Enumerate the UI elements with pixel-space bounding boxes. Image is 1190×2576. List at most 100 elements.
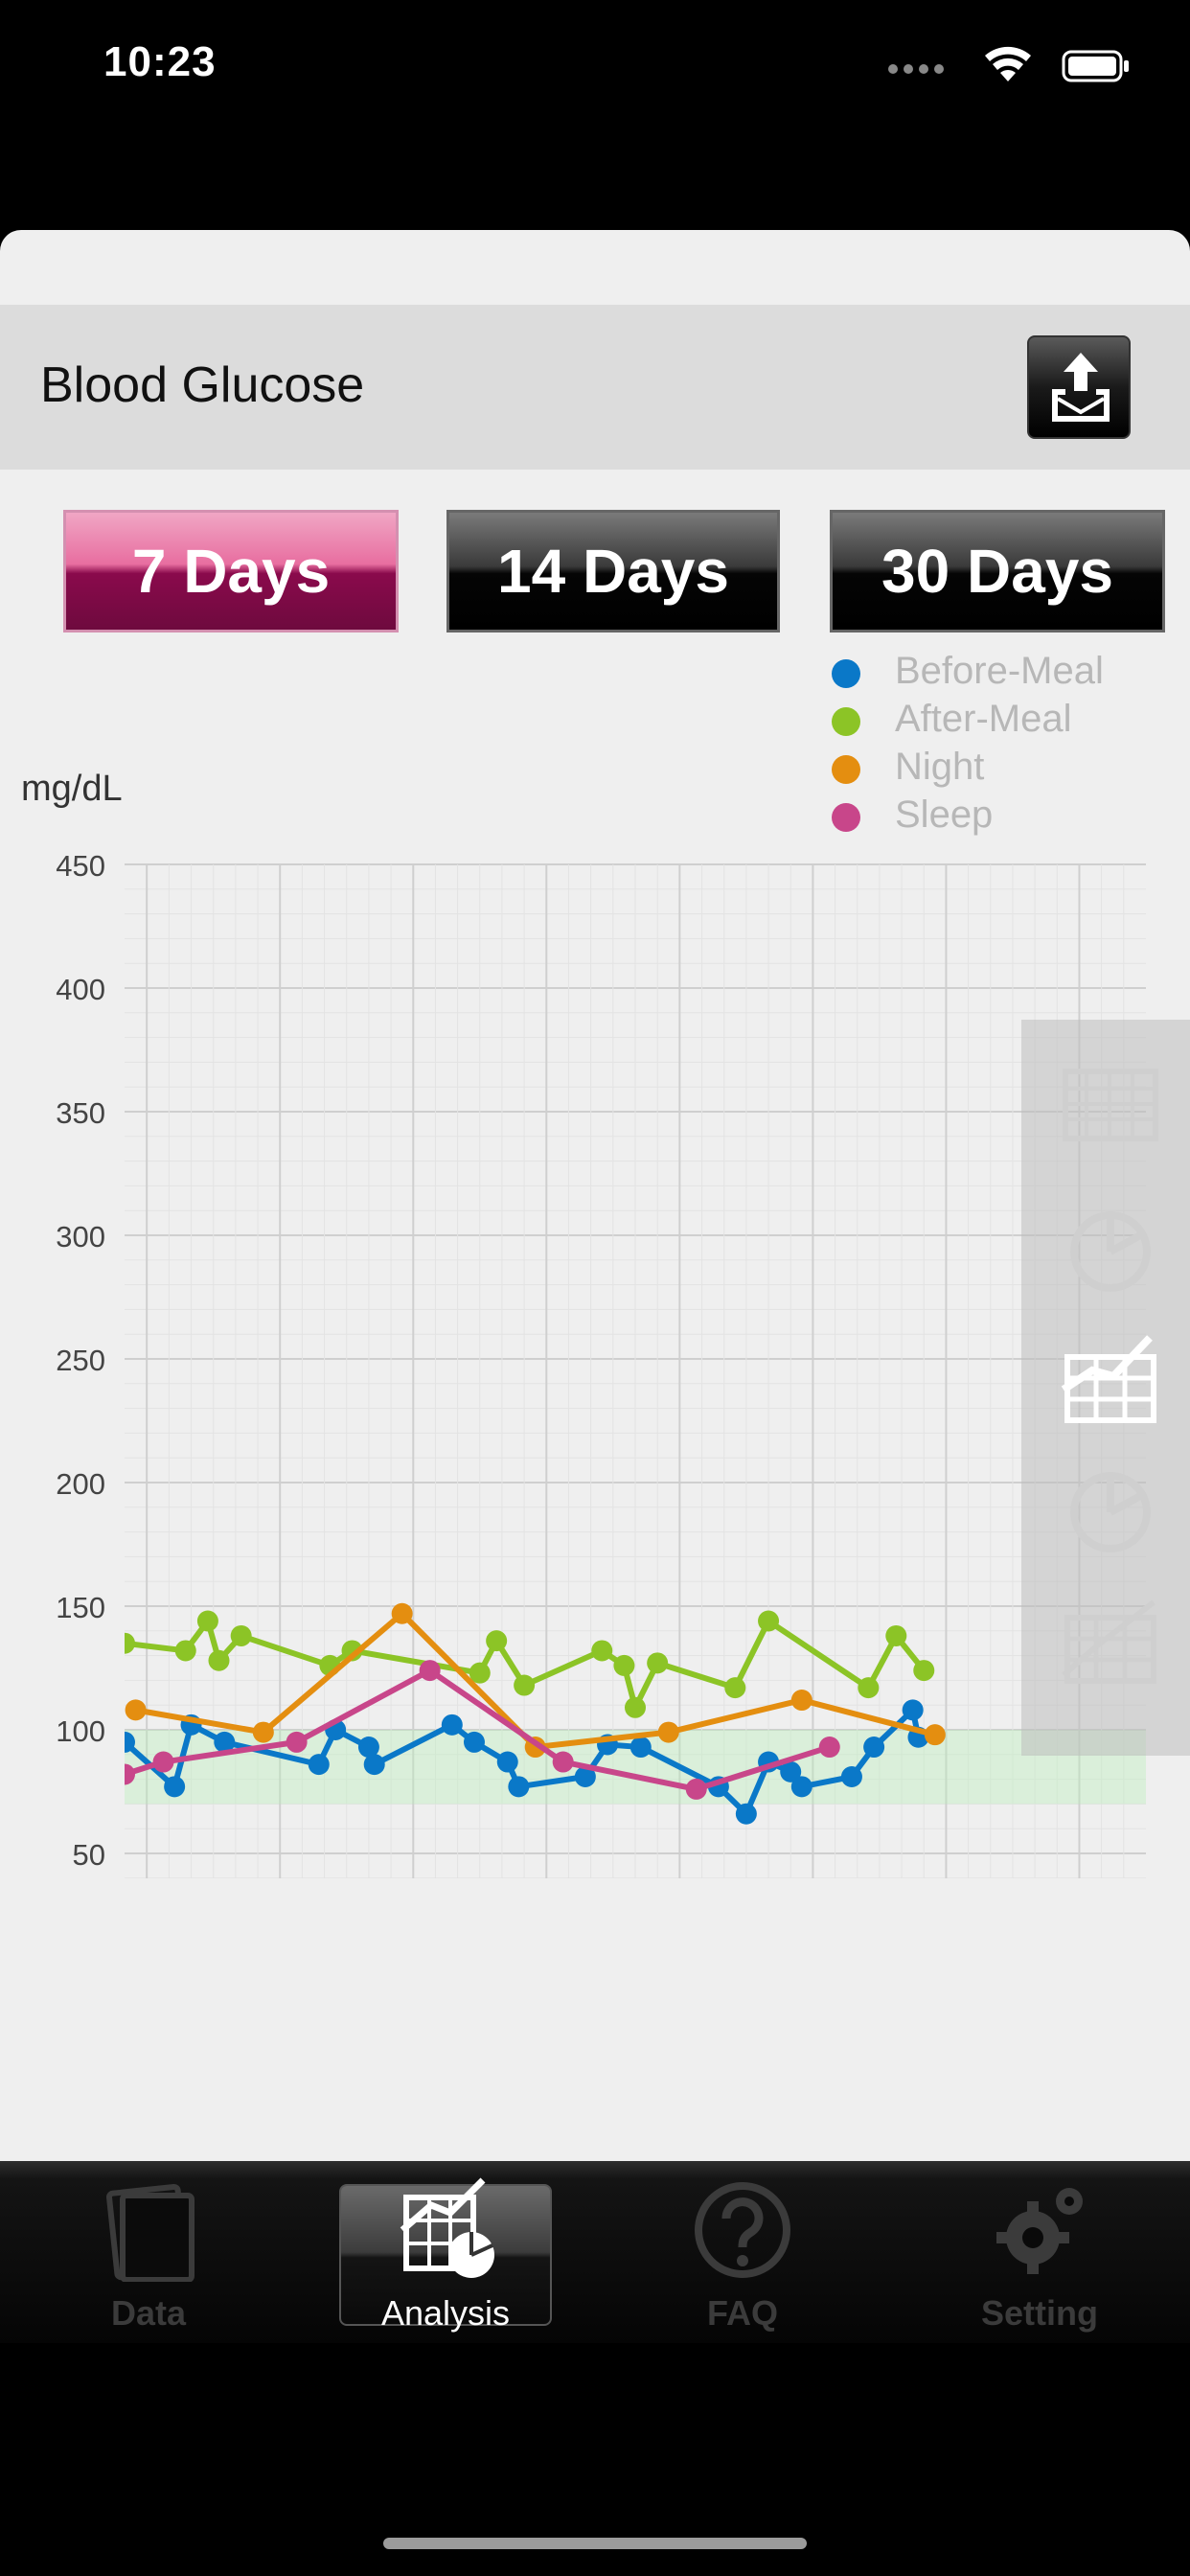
battery-icon [1062, 50, 1129, 82]
y-tick-label: 400 [56, 973, 105, 1006]
status-bar: 10:23 [0, 0, 1190, 134]
data-point [818, 1736, 840, 1759]
y-tick-label: 150 [56, 1591, 105, 1624]
y-tick-label: 350 [56, 1096, 105, 1130]
data-point [363, 1754, 385, 1776]
legend-label: After-Meal [895, 698, 1072, 740]
table-icon[interactable] [1058, 1054, 1163, 1160]
tab-bar: Data Analysis FAQ [0, 2161, 1190, 2343]
data-point [902, 1699, 924, 1721]
line-chart-icon[interactable] [1058, 1328, 1163, 1434]
legend-dot [832, 707, 860, 736]
data-point [613, 1654, 635, 1676]
bar-chart-icon[interactable] [1058, 1589, 1163, 1694]
tab-label: FAQ [706, 2293, 778, 2333]
data-point [341, 1640, 363, 1662]
status-time: 10:23 [103, 38, 217, 85]
page-title: Blood Glucose [40, 357, 365, 413]
data-point [496, 1751, 518, 1773]
home-indicator [383, 2538, 807, 2549]
range-7-days-button[interactable]: 7 Days [63, 510, 399, 632]
data-point [858, 1677, 880, 1699]
data-point [647, 1652, 669, 1674]
data-point [657, 1721, 679, 1743]
gear-icon [996, 2188, 1083, 2274]
chart-plot-area: 05010015020025030035040045010/1210/1310/… [56, 849, 1146, 1878]
data-point [591, 1640, 613, 1662]
range-14-days-button[interactable]: 14 Days [446, 510, 780, 632]
legend-dot [832, 755, 860, 784]
pie-chart-icon[interactable] [1058, 1457, 1163, 1562]
y-axis-unit: mg/dL [21, 769, 123, 809]
data-point [357, 1736, 379, 1759]
question-icon [695, 2182, 790, 2278]
data-point [924, 1724, 946, 1746]
data-point [735, 1803, 757, 1825]
data-point [230, 1624, 252, 1646]
analysis-screen: Blood Glucose 7 Days 14 Days 30 Days Bef… [0, 230, 1190, 2161]
data-point [441, 1714, 463, 1736]
data-point [790, 1690, 812, 1712]
data-point [685, 1778, 707, 1800]
data-point [174, 1640, 196, 1662]
data-point [196, 1610, 218, 1632]
tab-label: Setting [981, 2293, 1098, 2333]
tab-faq[interactable]: FAQ [594, 2161, 891, 2343]
data-point [125, 1763, 135, 1785]
data-point [758, 1610, 780, 1632]
data-point [863, 1736, 885, 1759]
data-point [125, 1731, 135, 1753]
legend-label: Before-Meal [895, 650, 1104, 692]
wifi-icon [985, 46, 1031, 81]
data-point [463, 1731, 485, 1753]
data-point [840, 1766, 862, 1788]
export-mail-icon [1052, 353, 1110, 422]
tab-analysis[interactable]: Analysis [297, 2161, 594, 2343]
data-point [252, 1721, 274, 1743]
cellular-signal-icon [888, 64, 944, 74]
data-point [724, 1677, 746, 1699]
data-point [913, 1660, 935, 1682]
document-icon [105, 2183, 195, 2282]
data-point [629, 1736, 652, 1759]
data-point [308, 1754, 330, 1776]
y-tick-label: 50 [73, 1838, 105, 1872]
data-point [780, 1760, 802, 1782]
data-point [164, 1776, 186, 1798]
data-point [508, 1776, 530, 1798]
data-point [514, 1674, 536, 1696]
tab-label: Analysis [380, 2293, 511, 2333]
chart-series-group [125, 1602, 946, 1825]
y-tick-label: 300 [56, 1220, 105, 1254]
data-point [469, 1662, 491, 1684]
data-point [391, 1602, 413, 1624]
tab-setting[interactable]: Setting [891, 2161, 1188, 2343]
y-tick-label: 100 [56, 1714, 105, 1748]
y-tick-label: 450 [56, 849, 105, 883]
tab-label: Data [110, 2293, 187, 2333]
chart-type-panel [1021, 1020, 1190, 1756]
data-point [790, 1776, 812, 1798]
data-point [214, 1731, 236, 1753]
data-point [125, 1632, 135, 1654]
y-tick-label: 200 [56, 1467, 105, 1501]
data-point [885, 1624, 907, 1646]
glucose-line-chart[interactable]: 05010015020025030035040045010/1210/1310/… [0, 824, 1190, 1878]
pie-chart-icon[interactable] [1058, 1196, 1163, 1301]
range-30-days-button[interactable]: 30 Days [830, 510, 1165, 632]
data-point [208, 1649, 230, 1671]
data-point [125, 1699, 147, 1721]
data-point [486, 1630, 508, 1652]
legend-dot [832, 803, 860, 832]
data-point [419, 1660, 441, 1682]
export-button[interactable] [1027, 335, 1131, 439]
tab-data[interactable]: Data [0, 2161, 297, 2343]
status-icons [888, 46, 1129, 82]
y-tick-label: 250 [56, 1344, 105, 1377]
data-point [625, 1696, 646, 1718]
legend-dot [832, 659, 860, 688]
data-point [574, 1766, 596, 1788]
data-point [552, 1751, 574, 1773]
header-bar: Blood Glucose [0, 305, 1190, 470]
data-point [152, 1751, 174, 1773]
